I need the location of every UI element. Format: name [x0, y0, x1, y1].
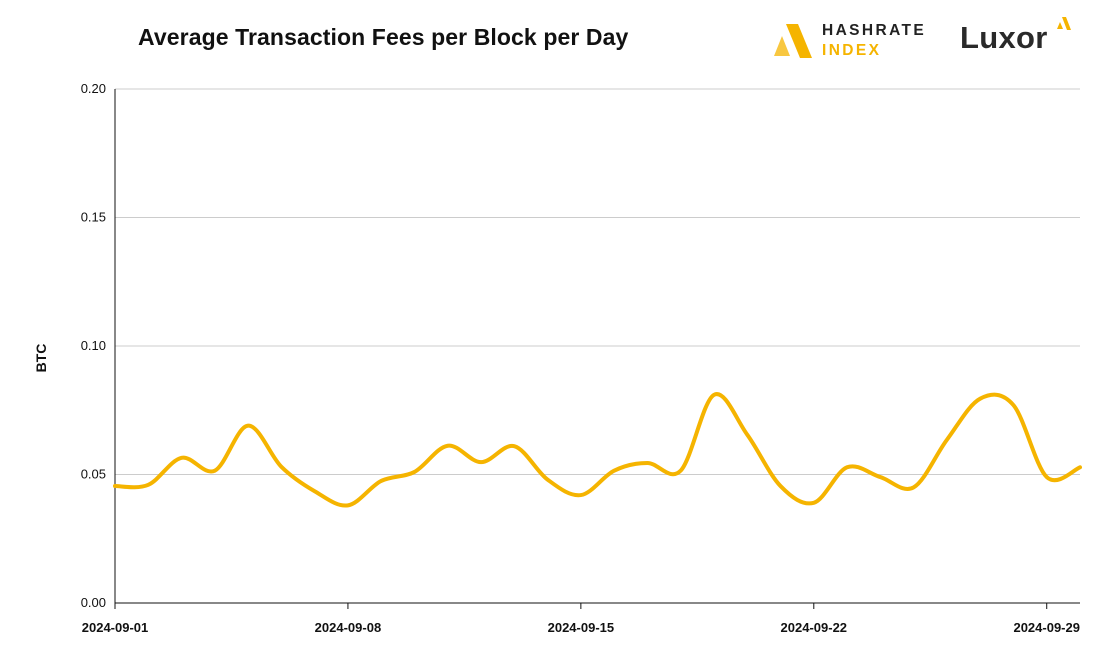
x-tick-label: 2024-09-08: [315, 620, 382, 635]
x-tick-label: 2024-09-22: [781, 620, 848, 635]
y-tick-label: 0.10: [81, 338, 106, 353]
y-tick-label: 0.05: [81, 467, 106, 482]
x-axis-ticks: 2024-09-01 2024-09-08 2024-09-15 2024-09-22…: [82, 603, 1080, 635]
luxor-mark-large: [1062, 17, 1071, 30]
y-axis-label: BTC: [33, 344, 49, 373]
axes: [114, 89, 1080, 604]
hashrate-index-logo-mark-icon: [774, 24, 812, 58]
hashrate-index-logo: HASHRATE INDEX: [772, 20, 932, 64]
y-tick-label: 0.20: [81, 81, 106, 96]
y-tick-label: 0.00: [81, 595, 106, 610]
y-tick-label: 0.15: [81, 210, 106, 225]
hashrate-index-logo-line1: HASHRATE: [822, 22, 927, 39]
luxor-logo-word: Luxor: [960, 20, 1048, 55]
logo-mark-large: [786, 24, 812, 58]
series-line-0: [113, 392, 1082, 508]
x-tick-label: 2024-09-01: [82, 620, 149, 635]
x-tick-label: 2024-09-15: [548, 620, 615, 635]
luxor-logo-mark-icon: [1057, 17, 1071, 30]
series-group: [113, 392, 1082, 508]
luxor-logo: Luxor: [960, 16, 1080, 60]
hashrate-index-logo-line2: INDEX: [822, 42, 882, 59]
chart-title: Average Transaction Fees per Block per D…: [138, 24, 629, 50]
luxor-mark-small: [1057, 22, 1063, 29]
logo-mark-small: [774, 36, 790, 56]
grid-lines: [115, 88, 1080, 475]
x-tick-label: 2024-09-29: [1013, 620, 1080, 635]
y-axis-ticks: 0.00 0.05 0.10 0.15 0.20: [81, 81, 106, 610]
